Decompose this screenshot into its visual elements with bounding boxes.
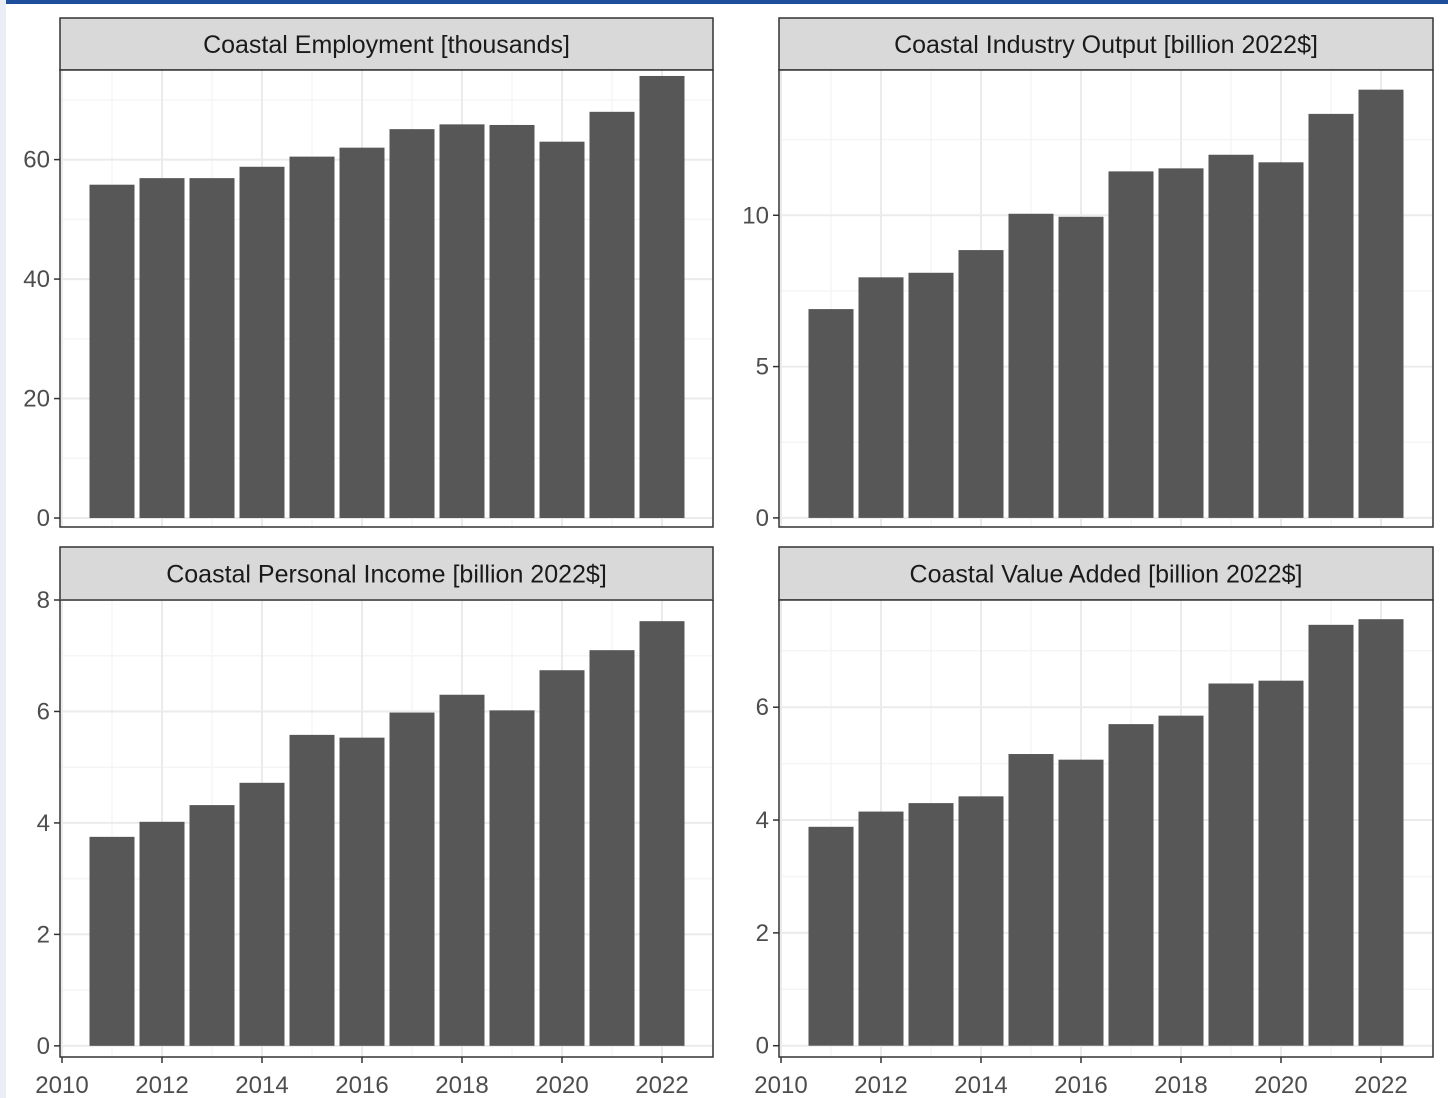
bar [339,737,385,1046]
panel-border [59,69,714,528]
bar [1258,680,1304,1046]
bar [1108,724,1154,1046]
y-tick-label: 0 [756,505,769,532]
bar [539,141,585,519]
x-tick-label: 2016 [1054,1072,1107,1098]
bar [908,803,954,1046]
bar [489,710,535,1046]
bar [239,782,285,1046]
facet-strip [59,546,714,601]
y-tick-label: 20 [23,386,50,413]
bar [1008,213,1054,518]
x-tick-label: 2012 [854,1072,907,1098]
y-tick-label: 5 [756,354,769,381]
bar [139,178,185,519]
facet-title: Coastal Employment [thousands] [203,31,570,59]
bar [1158,715,1204,1046]
bar [189,805,235,1046]
chart-panel: Coastal Value Added [billion 2022$] 0 2 4 6 2… [754,546,1434,1098]
x-tick-label: 2018 [1154,1072,1207,1098]
bar [89,836,135,1046]
bar [389,129,435,519]
x-tick-label: 2022 [1354,1072,1407,1098]
bar [1258,162,1304,518]
y-tick-label: 0 [756,1033,769,1060]
bar [1358,89,1404,518]
bar [1108,171,1154,518]
y-tick-label: 2 [37,921,50,948]
bar [589,650,635,1046]
y-tick-label: 4 [756,807,769,834]
panel-border [778,69,1434,528]
bar [1158,168,1204,518]
x-tick-label: 2012 [135,1072,188,1098]
y-tick-label: 10 [742,202,769,229]
y-tick-label: 40 [23,266,50,293]
y-tick-label: 0 [37,505,50,532]
bar [858,811,904,1046]
facet-title: Coastal Value Added [billion 2022$] [910,561,1303,589]
y-tick-label: 2 [756,920,769,947]
x-tick-label: 2016 [335,1072,388,1098]
bar [908,272,954,518]
panel-border [778,599,1434,1058]
bar [1208,683,1254,1046]
y-tick-label: 0 [37,1033,50,1060]
bar [1308,113,1354,518]
bar [958,796,1004,1046]
bar [489,124,535,519]
bar [1308,624,1354,1046]
bar [289,734,335,1046]
bar [808,309,854,518]
y-tick-label: 60 [23,147,50,174]
bar [639,621,685,1046]
bar [639,75,685,519]
x-tick-label: 2022 [635,1072,688,1098]
facet-strip [59,17,714,71]
bar [539,670,585,1046]
y-tick-label: 6 [37,698,50,725]
bar [1058,759,1104,1046]
facet-title: Coastal Personal Income [billion 2022$] [166,561,607,589]
y-tick-label: 4 [37,810,50,837]
bar [589,111,635,519]
bar [439,124,485,519]
window-left-edge [0,0,6,1098]
y-tick-label: 6 [756,694,769,721]
bar [89,184,135,519]
bar [339,147,385,519]
bar [239,166,285,519]
x-tick-label: 2014 [235,1072,288,1098]
bar [808,826,854,1046]
bar [1008,754,1054,1046]
x-tick-label: 2018 [435,1072,488,1098]
x-tick-label: 2010 [35,1072,88,1098]
chart-panel: Coastal Personal Income [billion 2022$] 0… [35,546,714,1098]
y-tick-label: 8 [37,587,50,614]
facet-strip [778,17,1434,71]
bar [289,156,335,519]
x-tick-label: 2020 [535,1072,588,1098]
bar [139,821,185,1046]
x-tick-label: 2014 [954,1072,1007,1098]
bar [958,250,1004,518]
bar [439,694,485,1046]
window-top-bar [0,0,1448,4]
x-tick-label: 2010 [754,1072,807,1098]
facet-title: Coastal Industry Output [billion 2022$] [894,31,1318,59]
chart-panel: Coastal Employment [thousands] 0 20 40 60 [23,17,714,532]
bar [389,712,435,1046]
panel-border [59,599,714,1058]
bar [1208,154,1254,518]
bar [1358,619,1404,1046]
bar [189,178,235,519]
bar [858,277,904,518]
chart-panel: Coastal Industry Output [billion 2022$] 0… [742,17,1434,532]
x-tick-label: 2020 [1254,1072,1307,1098]
bar [1058,216,1104,518]
